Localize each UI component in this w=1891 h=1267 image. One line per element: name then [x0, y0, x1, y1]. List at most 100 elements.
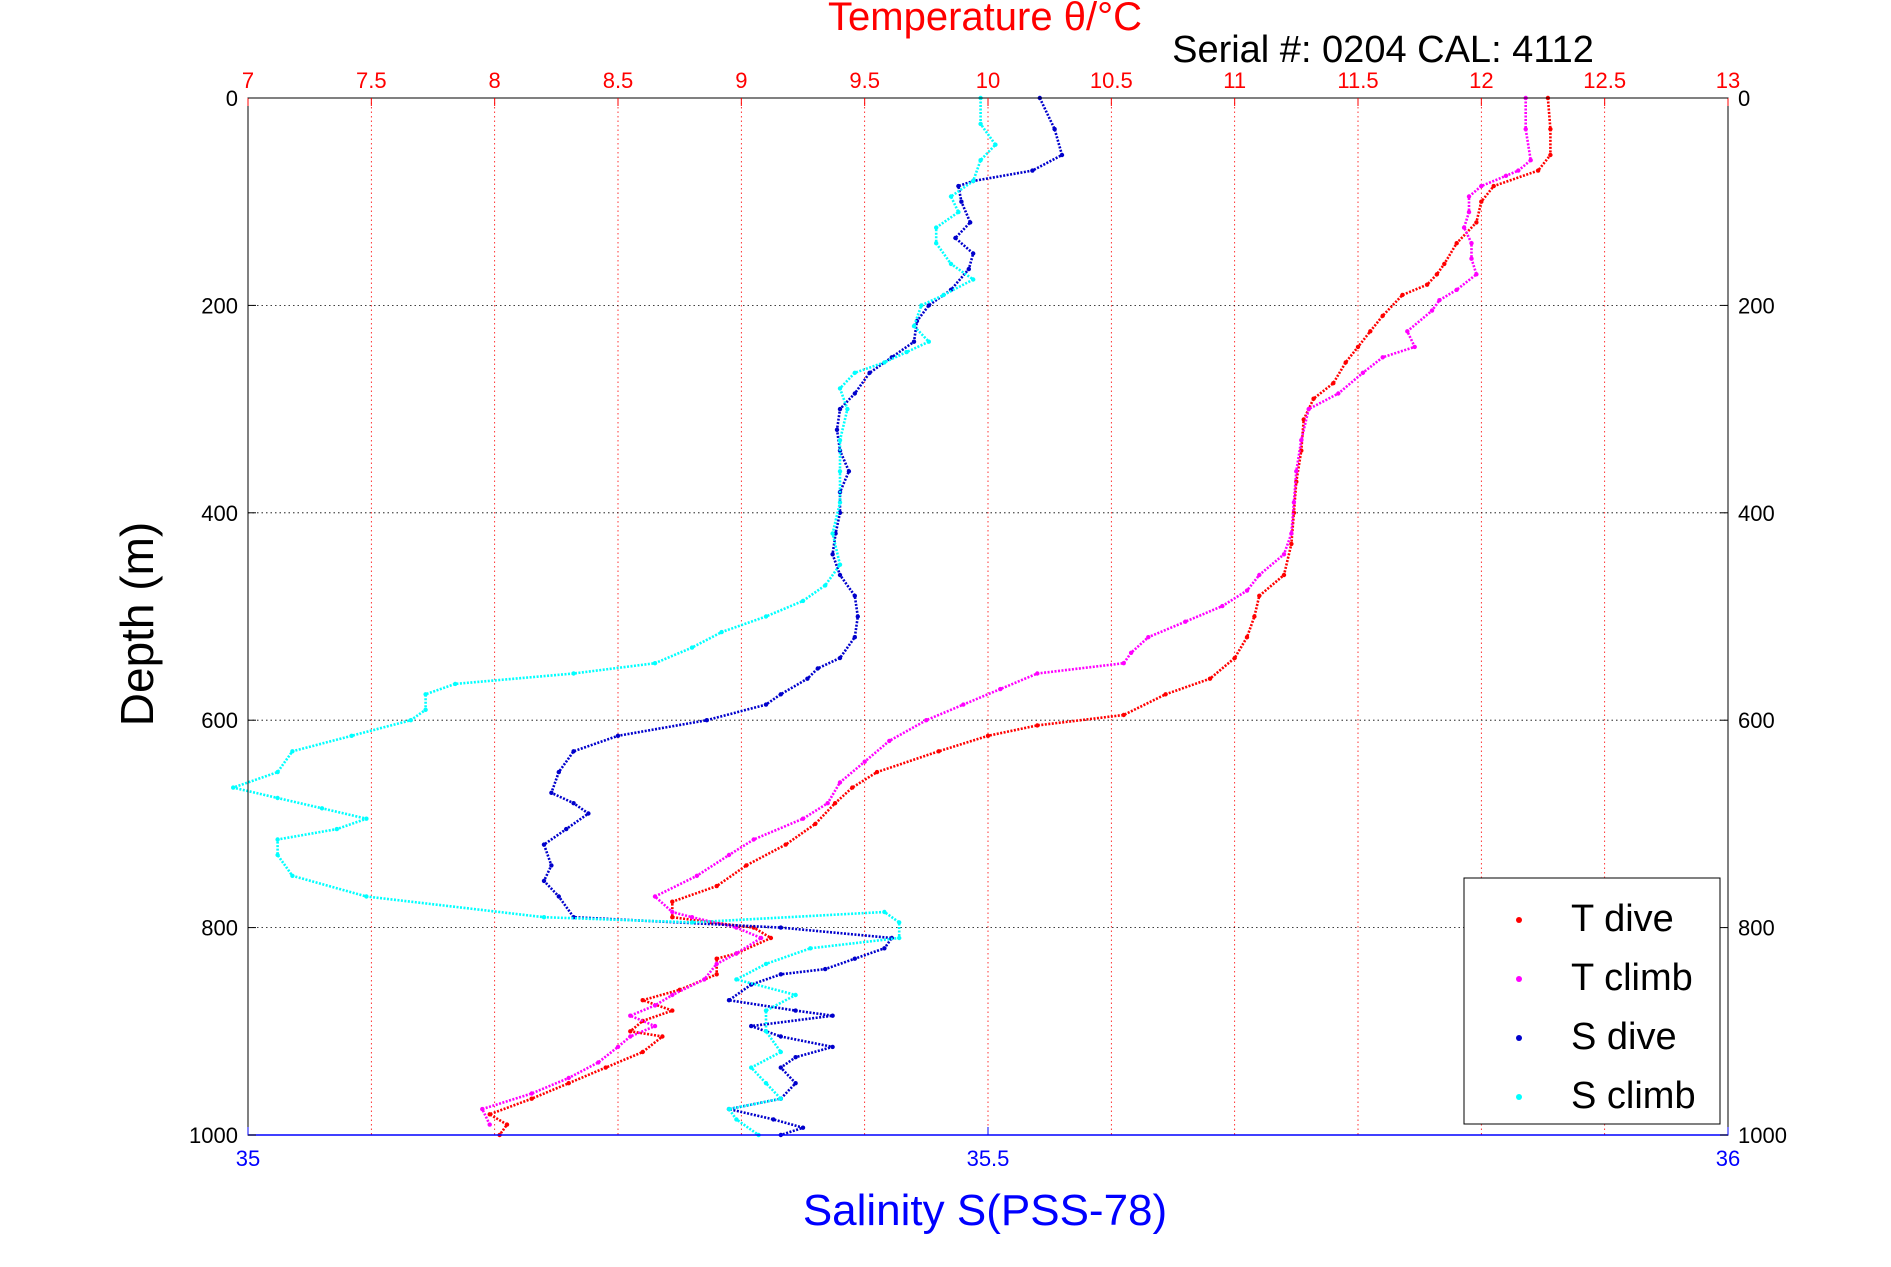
- data-point: [364, 816, 369, 821]
- data-point: [778, 692, 783, 697]
- series-trace: [542, 97, 1064, 1137]
- data-point: [487, 1122, 492, 1127]
- data-point: [1503, 173, 1509, 178]
- data-point: [926, 303, 931, 308]
- data-point: [1434, 272, 1440, 277]
- data-point: [1479, 183, 1484, 189]
- salinity-axis-title: Salinity S(PSS-78): [803, 1186, 1167, 1235]
- temperature-tick-label: 9: [735, 68, 747, 93]
- data-point: [911, 323, 917, 329]
- data-point: [758, 935, 764, 941]
- data-point: [763, 1008, 769, 1013]
- data-point: [615, 1044, 621, 1050]
- data-point: [541, 878, 547, 884]
- depth-tick-label-right: 400: [1738, 501, 1775, 526]
- legend-items: T dive T climb S dive S climb: [1516, 898, 1696, 1117]
- data-point: [1035, 671, 1040, 676]
- data-point: [911, 339, 917, 344]
- data-point: [1244, 588, 1250, 593]
- data-point: [1343, 360, 1348, 365]
- data-point: [837, 655, 843, 661]
- data-point: [1128, 650, 1134, 655]
- data-point: [1232, 655, 1237, 661]
- data-point: [837, 572, 843, 578]
- data-point: [1289, 531, 1294, 536]
- data-point: [1207, 676, 1213, 681]
- salinity-tick-label: 35.5: [967, 1146, 1010, 1171]
- salinity-tick-label: 35: [236, 1146, 260, 1171]
- temperature-tick-label: 8.5: [603, 68, 634, 93]
- data-point: [1535, 168, 1541, 173]
- data-point: [956, 183, 961, 189]
- data-point: [852, 635, 857, 640]
- data-point: [1469, 256, 1474, 261]
- data-point: [694, 873, 700, 878]
- data-point: [1244, 635, 1250, 640]
- data-point: [1412, 344, 1417, 350]
- temperature-tick-label: 8: [489, 68, 501, 93]
- data-point: [968, 220, 973, 225]
- data-point: [556, 894, 561, 899]
- data-point: [971, 178, 976, 184]
- data-point: [948, 261, 954, 267]
- data-point: [1183, 619, 1188, 624]
- depth-tick-label-right: 200: [1738, 293, 1775, 318]
- data-point: [1336, 391, 1341, 396]
- data-point: [1299, 438, 1304, 443]
- data-point: [275, 837, 280, 842]
- data-point: [1466, 209, 1472, 215]
- data-point: [1516, 168, 1521, 173]
- data-point: [867, 370, 872, 375]
- data-point: [1360, 370, 1366, 375]
- data-point: [670, 1008, 675, 1013]
- data-point: [689, 920, 695, 925]
- series-s-climb: [231, 95, 998, 1138]
- data-point: [1030, 168, 1035, 173]
- data-point: [704, 718, 709, 723]
- data-point: [1405, 329, 1410, 334]
- temperature-tick-label: 10: [976, 68, 1000, 93]
- data-point: [734, 1117, 739, 1122]
- data-point: [763, 961, 769, 967]
- depth-tick-label-right: 800: [1738, 916, 1775, 941]
- legend-label: T climb: [1571, 957, 1693, 999]
- data-point: [660, 1034, 665, 1039]
- data-point: [971, 277, 976, 282]
- data-point: [1306, 406, 1311, 412]
- data-point: [763, 614, 769, 619]
- data-point: [423, 692, 428, 697]
- data-point: [571, 749, 576, 754]
- data-point: [1355, 344, 1361, 350]
- data-point: [978, 158, 983, 163]
- data-point: [1257, 593, 1262, 598]
- data-point: [953, 235, 958, 241]
- data-point: [640, 998, 645, 1003]
- data-point: [771, 1117, 776, 1122]
- data-point: [837, 469, 843, 474]
- data-point: [1454, 241, 1459, 246]
- data-point: [1281, 572, 1287, 578]
- data-point: [852, 956, 857, 961]
- data-point: [830, 1013, 835, 1018]
- data-point: [529, 1091, 534, 1096]
- legend-label: S dive: [1571, 1016, 1677, 1058]
- data-point: [1368, 329, 1373, 334]
- series-trace: [488, 97, 1552, 1136]
- data-point: [971, 251, 976, 256]
- data-point: [763, 1081, 769, 1086]
- data-point: [564, 826, 569, 832]
- data-point: [408, 718, 413, 723]
- depth-tick-label-left: 0: [226, 86, 238, 111]
- data-point: [541, 915, 547, 920]
- data-point: [956, 209, 961, 215]
- data-point: [837, 438, 843, 443]
- data-point: [837, 406, 843, 412]
- data-point: [1252, 614, 1257, 619]
- data-point: [1474, 272, 1479, 277]
- data-point: [1121, 712, 1126, 718]
- data-point: [596, 1060, 601, 1065]
- data-point: [882, 360, 887, 365]
- data-point: [855, 614, 860, 619]
